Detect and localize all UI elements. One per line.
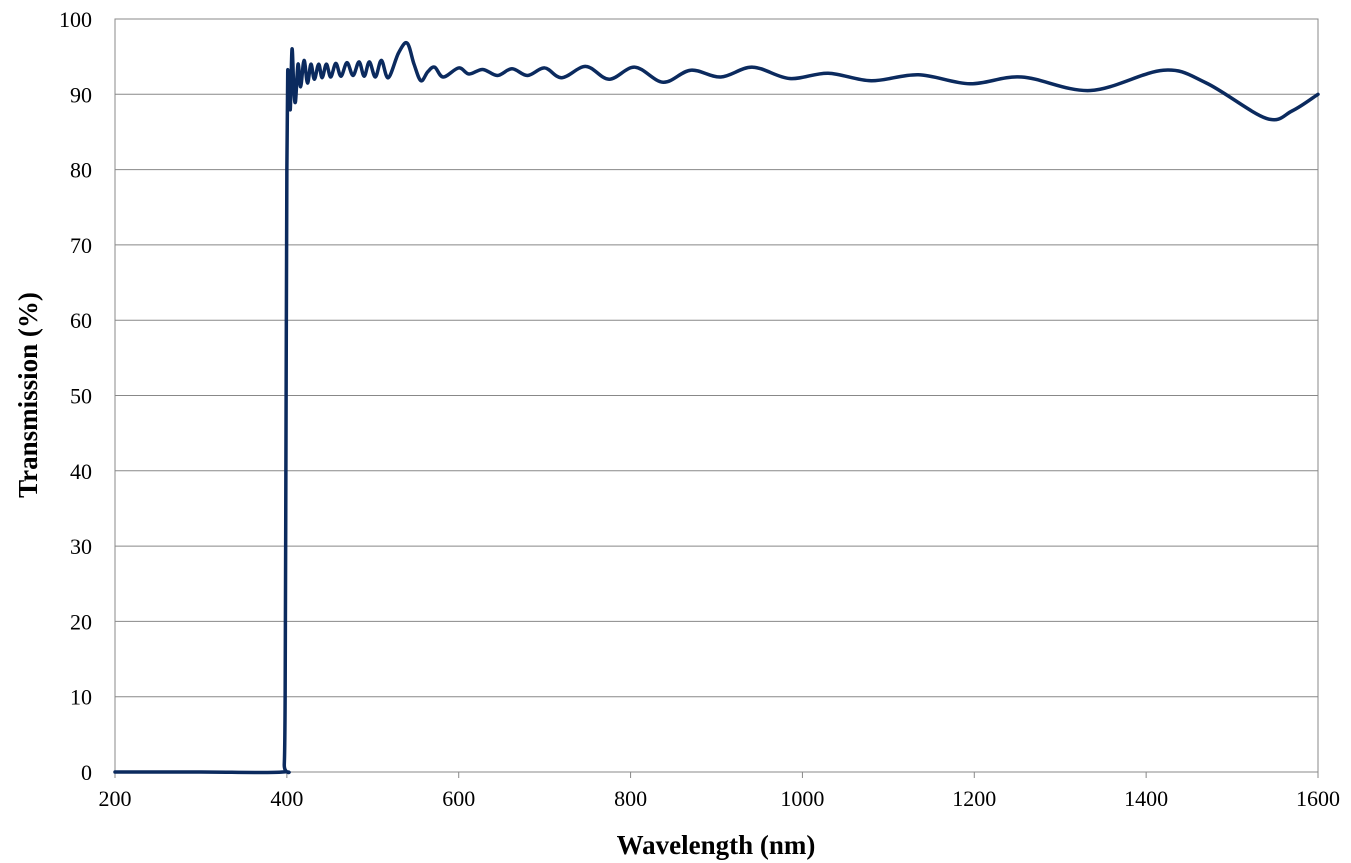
x-tick-label: 400 [270,786,303,811]
y-tick-label: 0 [81,760,92,785]
y-tick-label: 20 [70,609,92,634]
x-tick-label: 1000 [780,786,824,811]
x-tick-label: 600 [442,786,475,811]
y-tick-label: 70 [70,233,92,258]
plot-area-border [114,18,1319,773]
y-tick-label: 100 [59,7,92,32]
y-tick-label: 80 [70,158,92,183]
gridlines [115,18,1318,773]
x-tick-label: 1200 [952,786,996,811]
x-tick-label: 1600 [1296,786,1340,811]
y-tick-label: 90 [70,82,92,107]
x-tick-label: 200 [99,786,132,811]
series-group [113,41,1320,775]
y-tick-label: 60 [70,308,92,333]
y-tick-label: 40 [70,459,92,484]
x-axis-ticks: 200 400 600 800 1000 1200 1400 1600 [99,772,1340,811]
y-tick-label: 50 [70,384,92,409]
series-line-0 [113,41,1320,775]
y-tick-label: 30 [70,534,92,559]
y-tick-label: 10 [70,685,92,710]
x-axis-title: Wavelength (nm) [617,830,816,860]
x-tick-label: 1400 [1124,786,1168,811]
y-axis-title: Transmission (%) [13,292,43,498]
y-axis-ticks: 0 10 20 30 40 50 60 70 80 90 100 [59,7,92,785]
x-tick-label: 800 [614,786,647,811]
